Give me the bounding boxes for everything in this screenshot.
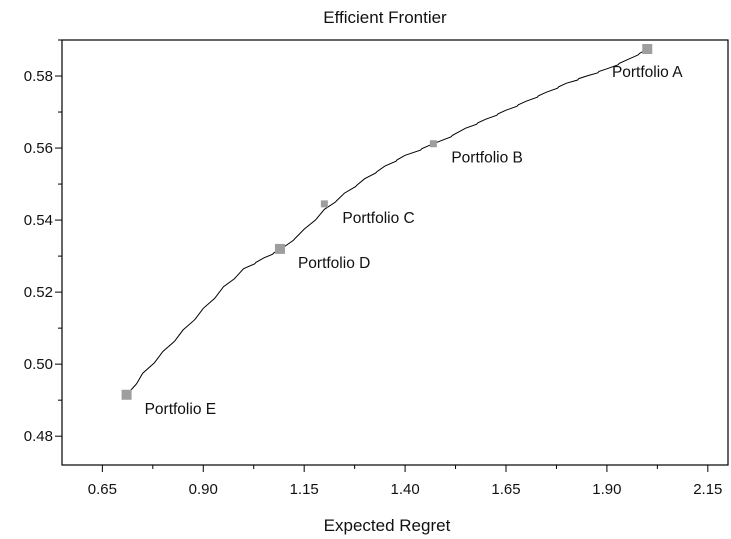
x-tick-label: 1.15: [290, 481, 319, 498]
y-tick-label: 0.52: [24, 284, 53, 301]
portfolio-marker: [121, 389, 132, 400]
y-tick-label: 0.48: [24, 428, 53, 445]
x-axis: 0.65 0.90 1.15 1.40 1.65 1.90 2.15: [88, 465, 722, 498]
x-tick-label: 2.15: [693, 481, 722, 498]
y-axis: 0.48 0.50 0.52 0.54 0.56 0.58: [24, 39, 62, 445]
plot-frame: [61, 39, 729, 466]
x-axis-title: Expected Regret: [324, 516, 451, 535]
portfolio-marker: [642, 44, 653, 55]
portfolio-label: Portfolio D: [298, 255, 370, 272]
portfolio-labels: Portfolio A Portfolio B Portfolio C Portfol…: [145, 64, 684, 418]
portfolio-label: Portfolio A: [612, 64, 683, 81]
y-tick-label: 0.58: [24, 68, 53, 85]
x-tick-label: 1.40: [390, 481, 419, 498]
efficient-frontier-line: [126, 48, 648, 396]
x-tick-label: 0.90: [189, 481, 218, 498]
y-tick-label: 0.56: [24, 140, 53, 157]
portfolio-label: Portfolio E: [145, 401, 217, 418]
portfolio-marker: [429, 140, 437, 148]
portfolio-marker: [320, 200, 328, 208]
y-tick-label: 0.54: [24, 212, 53, 229]
y-tick-label: 0.50: [24, 356, 53, 373]
x-tick-label: 0.65: [88, 481, 117, 498]
portfolio-markers: [121, 44, 653, 400]
chart-title: Efficient Frontier: [323, 8, 447, 27]
portfolio-label: Portfolio B: [451, 150, 523, 167]
portfolio-label: Portfolio C: [342, 210, 414, 227]
x-tick-label: 1.90: [592, 481, 621, 498]
x-tick-label: 1.65: [491, 481, 520, 498]
portfolio-marker: [274, 243, 285, 254]
